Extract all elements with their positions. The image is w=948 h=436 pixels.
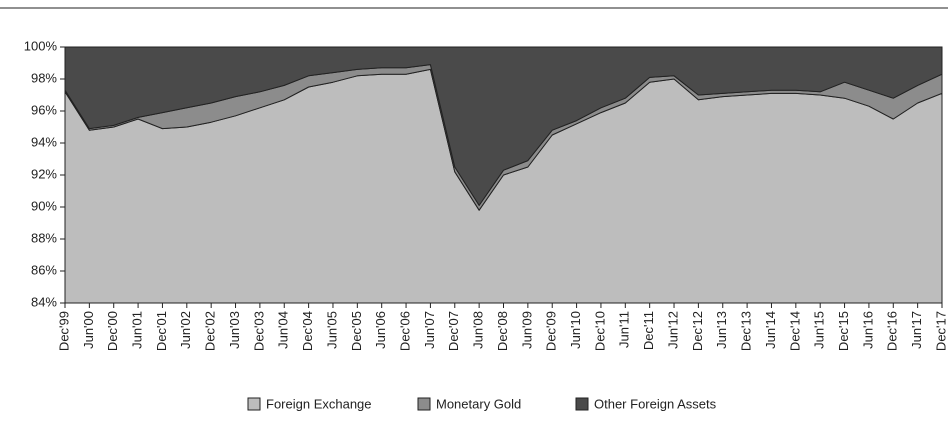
x-tick-label: Dec'01 — [154, 311, 169, 351]
legend-label: Monetary Gold — [436, 396, 521, 411]
x-tick-label: Dec'05 — [349, 311, 364, 351]
legend-swatch — [417, 397, 431, 411]
x-tick-label: Dec'17 — [933, 311, 948, 351]
x-tick-label: Jun'11 — [617, 311, 632, 348]
x-tick-label: Dec'06 — [397, 311, 412, 351]
x-tick-label: Jun'06 — [373, 311, 388, 349]
x-tick-label: Jun'14 — [763, 311, 778, 349]
x-tick-label: Dec'02 — [203, 311, 218, 351]
plot-area — [65, 47, 942, 303]
x-tick-label: Dec'12 — [690, 311, 705, 351]
x-tick-label: Dec'15 — [836, 311, 851, 351]
y-tick-label: 94% — [31, 134, 57, 149]
x-tick-label: Dec'03 — [251, 311, 266, 351]
y-tick-label: 88% — [31, 230, 57, 245]
y-tick-label: 96% — [31, 102, 57, 117]
legend-swatch — [575, 397, 589, 411]
x-tick-label: Jun'08 — [471, 311, 486, 349]
x-tick-label: Dec'08 — [495, 311, 510, 351]
x-tick-label: Jun'12 — [665, 311, 680, 349]
x-tick-label: Dec'11 — [641, 311, 656, 350]
x-tick-label: Jun'00 — [81, 311, 96, 349]
x-tick-label: Dec'07 — [446, 311, 461, 351]
x-tick-label: Dec'16 — [885, 311, 900, 351]
legend-label: Other Foreign Assets — [594, 396, 717, 411]
y-tick-label: 84% — [31, 294, 57, 309]
x-tick-label: Jun'15 — [812, 311, 827, 349]
x-tick-label: Jun'13 — [714, 311, 729, 349]
x-tick-label: Dec'09 — [544, 311, 559, 351]
x-tick-label: Dec'10 — [592, 311, 607, 351]
y-tick-label: 92% — [31, 166, 57, 181]
x-tick-label: Jun'16 — [860, 311, 875, 349]
x-tick-label: Jun'09 — [519, 311, 534, 349]
y-tick-label: 98% — [31, 70, 57, 85]
x-tick-label: Jun'02 — [178, 311, 193, 349]
x-tick-label: Dec'04 — [300, 311, 315, 351]
legend-label: Foreign Exchange — [266, 396, 372, 411]
x-tick-label: Dec'14 — [787, 311, 802, 351]
x-tick-label: Jun'04 — [276, 311, 291, 349]
x-tick-label: Jun'10 — [568, 311, 583, 349]
x-tick-label: Dec'00 — [105, 311, 120, 351]
y-tick-label: 100% — [24, 38, 58, 53]
x-tick-label: Jun'17 — [909, 311, 924, 349]
x-tick-label: Jun'07 — [422, 311, 437, 349]
legend-swatch — [247, 397, 261, 411]
x-tick-label: Jun'03 — [227, 311, 242, 349]
y-tick-label: 86% — [31, 262, 57, 277]
x-tick-label: Jun'05 — [324, 311, 339, 349]
x-tick-label: Jun'01 — [130, 311, 145, 349]
area-2 — [65, 47, 942, 206]
x-tick-label: Dec'99 — [56, 311, 71, 351]
x-tick-label: Dec'13 — [739, 311, 754, 351]
y-tick-label: 90% — [31, 198, 57, 213]
